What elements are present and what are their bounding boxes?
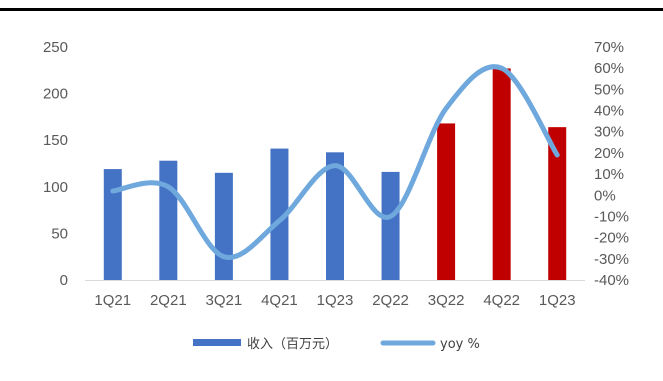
line-series <box>110 64 560 260</box>
right-tick-label: -30% <box>594 251 629 268</box>
legend-line-label: yoy % <box>440 337 480 352</box>
bar <box>437 123 456 280</box>
legend: 收入（百万元） yoy % <box>193 337 480 352</box>
bar <box>103 169 122 280</box>
yoy-line <box>110 64 560 260</box>
bar <box>381 171 400 280</box>
x-tick-label: 2Q22 <box>372 292 409 309</box>
left-tick-label: 100 <box>43 179 68 196</box>
x-tick-label: 1Q23 <box>317 292 354 309</box>
x-tick-label: 2Q21 <box>150 292 187 309</box>
bar <box>214 172 233 280</box>
top-rule <box>0 8 663 11</box>
right-tick-label: 30% <box>594 124 624 141</box>
left-tick-label: 0 <box>60 272 68 289</box>
bar <box>492 68 511 280</box>
right-tick-label: -20% <box>594 230 629 247</box>
bar-series <box>103 68 567 280</box>
right-tick-label: 40% <box>594 103 624 120</box>
x-axis: 1Q21 2Q21 3Q21 4Q21 1Q23 2Q22 3Q22 4Q22 1Q23 <box>94 292 575 309</box>
x-tick-label: 1Q21 <box>94 292 131 309</box>
x-tick-label: 3Q22 <box>428 292 465 309</box>
right-tick-label: 60% <box>594 60 624 77</box>
right-tick-label: -40% <box>594 272 629 289</box>
x-tick-label: 3Q21 <box>206 292 243 309</box>
bar <box>326 152 344 280</box>
right-tick-label: 20% <box>594 145 624 162</box>
left-tick-label: 50 <box>51 225 68 242</box>
legend-bar-label: 收入（百万元） <box>247 337 338 352</box>
right-tick-label: 70% <box>594 39 624 56</box>
x-tick-label: 4Q22 <box>483 292 520 309</box>
left-tick-label: 150 <box>43 132 68 149</box>
x-tick-label: 4Q21 <box>261 292 298 309</box>
left-axis: 0 50 100 150 200 250 <box>43 39 68 289</box>
left-tick-label: 200 <box>43 86 68 103</box>
bar <box>270 148 289 280</box>
right-tick-label: 10% <box>594 166 624 183</box>
right-tick-label: -10% <box>594 208 629 225</box>
bar <box>548 127 567 280</box>
x-tick-label: 1Q23 <box>539 292 576 309</box>
right-tick-label: 0% <box>594 187 616 204</box>
right-axis: -40% -30% -20% -10% 0% 10% 20% 30% 40% 50% 60% 70% <box>594 39 629 289</box>
bar <box>159 160 178 280</box>
legend-bar-swatch <box>193 339 241 346</box>
right-tick-label: 50% <box>594 81 624 98</box>
left-tick-label: 250 <box>43 39 68 56</box>
